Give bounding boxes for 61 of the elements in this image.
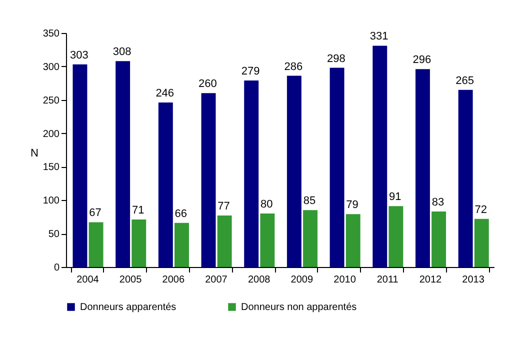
data-label: 67 bbox=[89, 207, 102, 220]
data-label: 79 bbox=[346, 199, 358, 212]
bar bbox=[346, 214, 360, 267]
bar bbox=[372, 46, 388, 267]
data-label: 303 bbox=[70, 49, 88, 62]
bar bbox=[458, 90, 473, 267]
data-label: 91 bbox=[389, 191, 402, 204]
x-tick-label: 2006 bbox=[162, 274, 185, 286]
data-label: 77 bbox=[218, 200, 230, 213]
bar bbox=[116, 61, 130, 267]
data-label: 260 bbox=[198, 78, 217, 90]
x-tick-label: 2012 bbox=[419, 274, 442, 286]
y-tick-label: 100 bbox=[42, 196, 60, 207]
bar bbox=[388, 206, 404, 267]
y-tick-label: 350 bbox=[42, 28, 60, 40]
x-tick-label: 2007 bbox=[205, 274, 228, 286]
data-label: 286 bbox=[284, 60, 303, 73]
data-label: 72 bbox=[474, 204, 487, 216]
bar bbox=[88, 222, 104, 267]
x-tick-label: 2010 bbox=[334, 274, 356, 286]
bar bbox=[72, 64, 88, 267]
bar bbox=[286, 76, 302, 267]
x-tick-label: 2009 bbox=[290, 274, 314, 286]
x-tick-label: 2008 bbox=[248, 274, 271, 286]
data-label: 66 bbox=[174, 208, 188, 220]
data-label: 279 bbox=[241, 65, 260, 78]
x-tick-label: 2004 bbox=[76, 274, 100, 286]
bar bbox=[174, 222, 189, 267]
data-label: 308 bbox=[112, 46, 132, 58]
bar bbox=[474, 218, 489, 267]
bar bbox=[260, 214, 275, 267]
data-label: 71 bbox=[132, 204, 144, 217]
data-label: 265 bbox=[456, 74, 474, 87]
y-tick-label: 0 bbox=[54, 262, 60, 274]
legend-label: Donneurs apparentés bbox=[80, 302, 176, 313]
x-tick-label: 2013 bbox=[462, 274, 485, 286]
y-tick-label: 200 bbox=[42, 128, 60, 140]
bar bbox=[201, 93, 216, 267]
y-tick-label: 300 bbox=[42, 62, 60, 73]
bar bbox=[432, 212, 446, 267]
bar bbox=[217, 216, 232, 267]
data-label: 83 bbox=[432, 196, 444, 209]
y-tick-label: 150 bbox=[42, 162, 60, 174]
bar bbox=[415, 69, 430, 267]
data-label: 85 bbox=[303, 195, 316, 208]
bar bbox=[158, 102, 173, 267]
y-tick-label: 250 bbox=[42, 95, 60, 106]
data-label: 80 bbox=[260, 198, 273, 211]
bar bbox=[303, 210, 318, 267]
y-axis-title: N bbox=[30, 148, 39, 160]
data-label: 298 bbox=[327, 52, 346, 65]
x-tick-label: 2005 bbox=[119, 274, 142, 286]
data-label: 246 bbox=[156, 88, 174, 100]
bar bbox=[132, 220, 146, 267]
bar bbox=[244, 80, 259, 267]
legend-label: Donneurs non apparentés bbox=[241, 302, 357, 313]
y-tick-label: 50 bbox=[48, 229, 60, 240]
data-label: 296 bbox=[412, 54, 432, 66]
data-label: 331 bbox=[370, 30, 388, 43]
x-tick-label: 2011 bbox=[376, 274, 399, 286]
bar bbox=[330, 68, 344, 267]
